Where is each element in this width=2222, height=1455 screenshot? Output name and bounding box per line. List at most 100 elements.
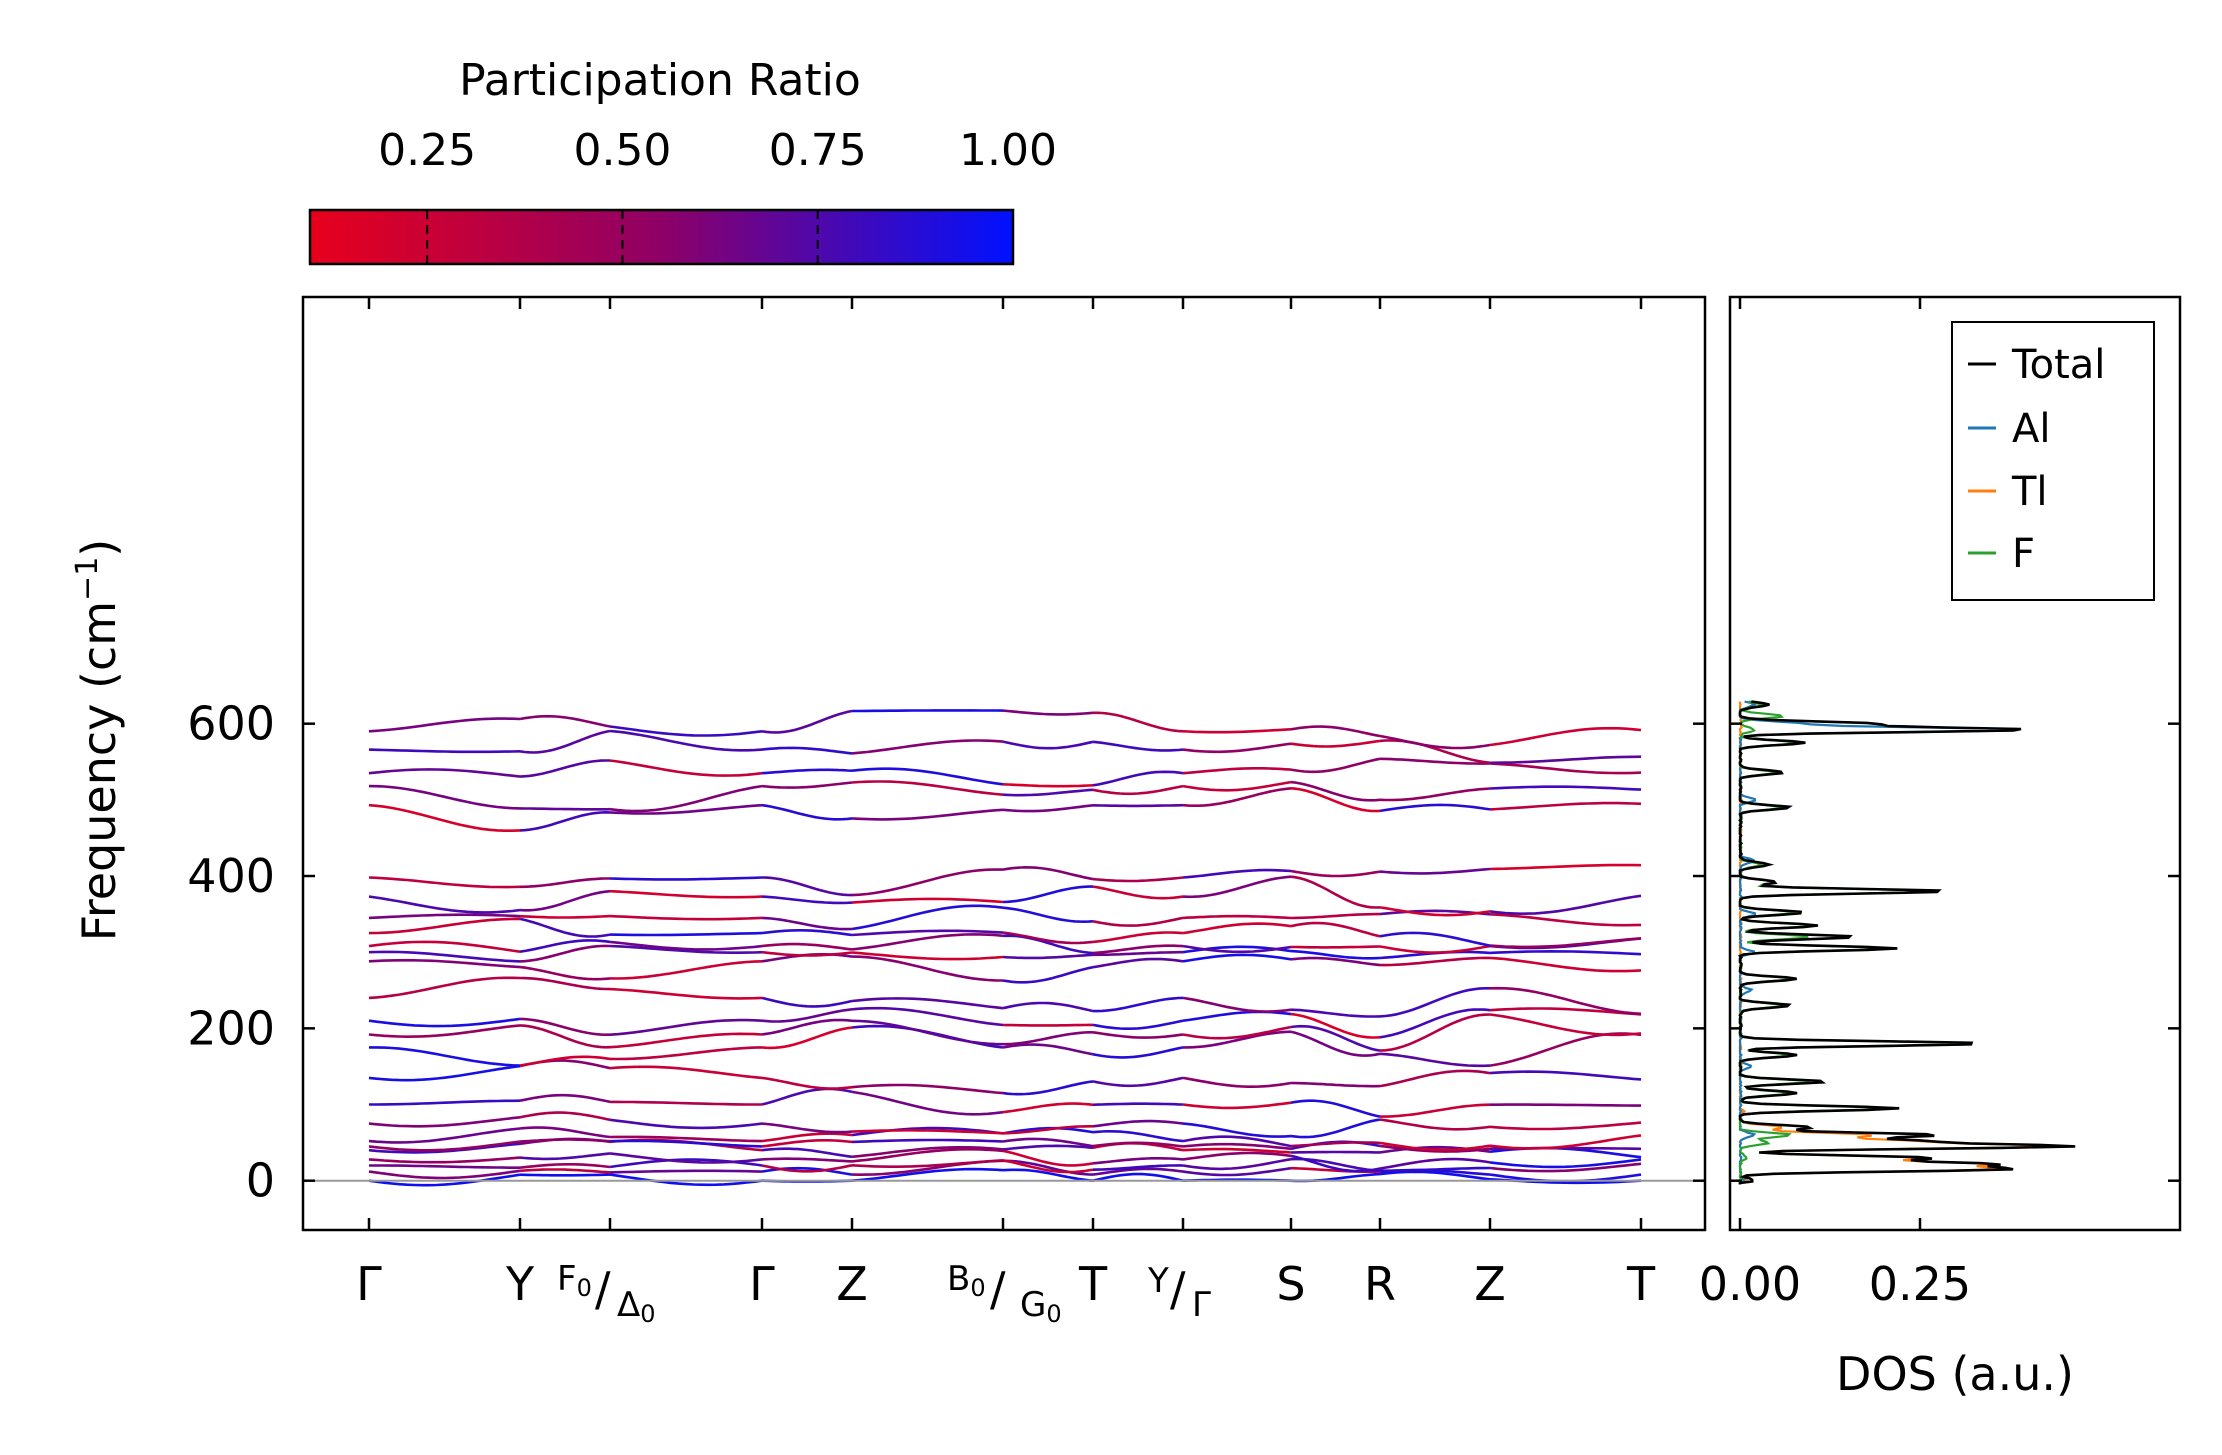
band-line: [1290, 1008, 1381, 1018]
band-line: [519, 889, 611, 912]
band-line: [1002, 934, 1094, 955]
band-line: [1183, 1030, 1292, 1049]
band-line: [1380, 1166, 1491, 1172]
band-line: [1092, 876, 1184, 883]
band-line: [851, 951, 1004, 961]
band-line: [1290, 956, 1381, 967]
band-line: [368, 768, 521, 778]
band-line: [1182, 1135, 1292, 1148]
band-line: [761, 916, 853, 931]
band-line: [1092, 1019, 1184, 1030]
dos-lines: [1738, 700, 2076, 1185]
band-line: [368, 940, 521, 953]
band-line: [1002, 788, 1094, 797]
band-line: [851, 1138, 1004, 1144]
band-line: [369, 1099, 521, 1106]
band-line: [368, 1142, 521, 1154]
colorbar-ticks: [426, 210, 819, 264]
band-line: [519, 1055, 611, 1067]
band-line: [1290, 875, 1381, 909]
band-line: [368, 1116, 521, 1128]
band-line: [1002, 1001, 1094, 1013]
band-line: [609, 944, 763, 954]
band-line: [1182, 953, 1292, 963]
band-line: [851, 897, 1004, 904]
band-line: [851, 868, 1004, 897]
band-line: [761, 996, 853, 1008]
band-line: [1092, 784, 1184, 796]
band-line: [1182, 944, 1292, 954]
band-line: [1092, 916, 1184, 927]
band-line: [1379, 1013, 1491, 1052]
xlabel-z-2: Z: [1474, 1257, 1506, 1311]
legend-label-total: Total: [2011, 342, 2105, 388]
xlabel-gamma-1: Γ: [356, 1257, 382, 1311]
band-line: [609, 729, 763, 752]
band-line: [851, 1146, 1004, 1159]
band-line: [761, 1139, 853, 1148]
band-line: [609, 1139, 763, 1148]
band-line: [368, 784, 521, 810]
band-line: [1290, 869, 1381, 878]
band-line: [1290, 787, 1381, 813]
band-line: [368, 1140, 521, 1152]
band-line: [1290, 949, 1381, 960]
band-line: [1182, 1151, 1292, 1161]
band-line: [1092, 1130, 1184, 1143]
legend-label-tl: Tl: [2011, 469, 2048, 515]
band-line: [761, 1087, 853, 1106]
band-line: [368, 1064, 521, 1082]
band-line: [609, 987, 763, 1000]
band-line: [368, 803, 521, 832]
band-line: [1182, 1147, 1292, 1154]
dos-xtick-label: 0.00: [1699, 1257, 1801, 1311]
band-line: [1489, 1158, 1642, 1169]
band-line: [1489, 863, 1642, 871]
band-line: [761, 746, 853, 755]
xlabel-y: Y: [505, 1257, 535, 1311]
band-line: [851, 808, 1004, 821]
band-line: [1182, 1142, 1292, 1151]
band-line: [1002, 1137, 1094, 1148]
band-line: [368, 1169, 521, 1180]
band-line: [609, 725, 763, 737]
band-line: [1092, 957, 1184, 969]
band-line: [1002, 865, 1094, 881]
band-line: [1379, 1118, 1491, 1131]
band-line: [519, 1126, 611, 1139]
band-line: [1379, 787, 1491, 802]
band-line: [368, 1017, 521, 1028]
band-line: [1290, 921, 1381, 938]
band-line: [1489, 1007, 1642, 1016]
band-line: [1489, 1070, 1642, 1081]
band-line: [761, 1018, 853, 1036]
band-line: [1489, 785, 1642, 791]
band-line: [1379, 757, 1491, 765]
band-line: [609, 1032, 763, 1049]
band-line: [1379, 1052, 1491, 1068]
band-line: [1290, 1118, 1381, 1139]
band-line: [368, 917, 520, 935]
xlabel-y-sup: Y: [1147, 1261, 1169, 1301]
xlabel-s: S: [1276, 1257, 1305, 1311]
band-line: [609, 1169, 763, 1174]
band-line: [1489, 726, 1642, 747]
band-line: [1092, 1046, 1184, 1059]
band-line: [1490, 1103, 1641, 1107]
xlabel-t-2: T: [1626, 1257, 1656, 1311]
band-line: [368, 913, 521, 920]
band-line: [1002, 1159, 1094, 1176]
band-line: [519, 1111, 611, 1122]
xlabel-gamma-2: Γ: [749, 1257, 775, 1311]
band-line: [1092, 944, 1184, 955]
band-line: [520, 877, 610, 889]
band-line: [1489, 755, 1642, 765]
band-ytick-label: 400: [187, 849, 275, 903]
dos-xtick-label: 0.25: [1869, 1257, 1971, 1311]
band-line: [368, 976, 521, 1000]
band-line: [761, 929, 853, 937]
band-line: [1092, 885, 1184, 900]
band-line: [1379, 944, 1491, 954]
band-line: [368, 895, 521, 914]
band-line: [519, 914, 611, 919]
